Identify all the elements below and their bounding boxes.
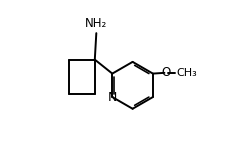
Text: O: O	[162, 66, 171, 79]
Text: NH₂: NH₂	[85, 17, 107, 30]
Text: CH₃: CH₃	[177, 68, 198, 78]
Text: N: N	[108, 91, 117, 103]
